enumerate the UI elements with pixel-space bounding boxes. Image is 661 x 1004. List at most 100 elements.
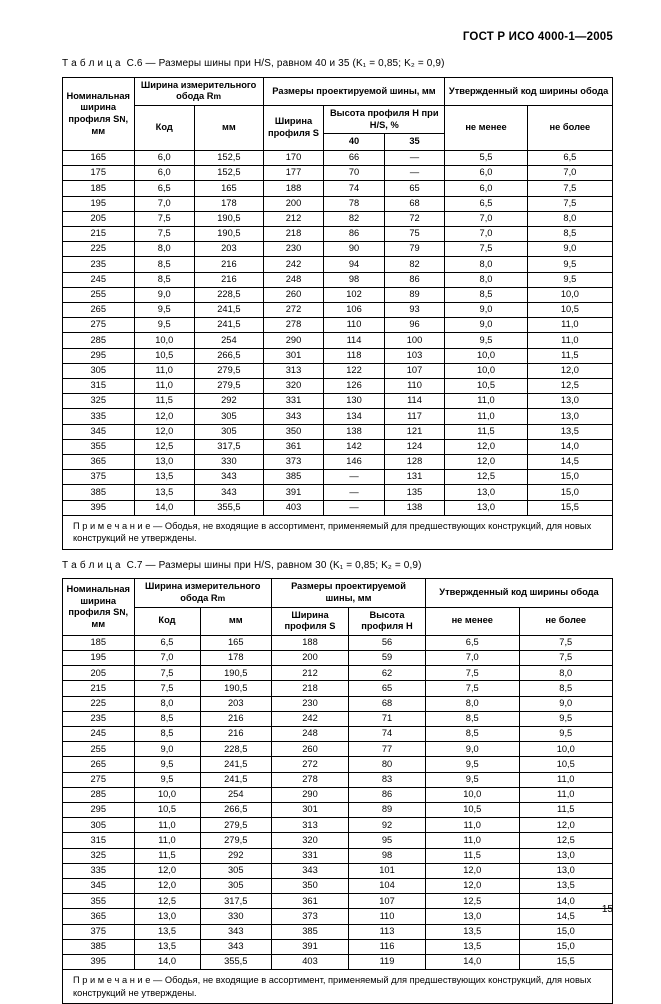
table-cell: 373 [263,454,324,469]
table-cell: 361 [263,439,324,454]
table-cell: 212 [272,666,349,681]
table-row: 1957,0178200597,07,5 [63,651,613,666]
table-cell: 212 [263,211,324,226]
table-cell: 6,5 [134,181,195,196]
table-cell: 8,5 [134,272,195,287]
table-cell: 106 [324,302,385,317]
table-cell: 266,5 [195,348,264,363]
table-cell: 11,0 [426,833,520,848]
table-cell: 98 [324,272,385,287]
table-cell: 241,5 [200,757,272,772]
table-row: 2659,5241,5272106939,010,5 [63,302,613,317]
table-cell: 325 [63,394,135,409]
table-cell: 86 [324,226,385,241]
table-cell: 272 [263,302,324,317]
table-cell: 315 [63,378,135,393]
table-cell: 391 [263,485,324,500]
table-cell: 70 [324,166,385,181]
table-cell: 265 [63,302,135,317]
table-cell: 14,0 [519,894,613,909]
table-cell: 14,0 [134,500,195,515]
table-cell: 12,0 [445,439,528,454]
table-cell: 13,5 [134,470,195,485]
table-cell: 74 [324,181,385,196]
table-cell: 9,5 [134,757,200,772]
table-cell: 7,5 [527,196,612,211]
table-c7: Номинальная ширина профиля SN, мм Ширина… [62,578,613,1004]
table-cell: 13,5 [134,939,200,954]
table-cell: 56 [349,635,426,650]
table-row: 2057,5190,5212627,58,0 [63,666,613,681]
table-cell: 86 [384,272,445,287]
table-cell: 7,0 [445,211,528,226]
table-cell: 7,0 [426,651,520,666]
table-c7-title-rest: — Размеры шины при H/S, равном 30 (K₁ = … [143,560,422,571]
table-cell: 83 [349,772,426,787]
table-cell: 165 [195,181,264,196]
table-cell: 7,5 [426,666,520,681]
table-cell: 190,5 [195,226,264,241]
table-cell: 9,5 [134,772,200,787]
table-cell: 320 [263,378,324,393]
table-cell: 101 [349,863,426,878]
table-cell: 12,0 [527,363,612,378]
c7-note-row: П р и м е ч а н и е — Ободья, не входящи… [63,970,613,1004]
table-cell: 403 [263,500,324,515]
table-cell: 255 [63,742,135,757]
table-row: 32511,529233113011411,013,0 [63,394,613,409]
table-cell: 313 [263,363,324,378]
table-cell: 260 [272,742,349,757]
table-cell: 345 [63,424,135,439]
table-cell: 13,0 [519,848,613,863]
table-cell: 13,0 [445,500,528,515]
table-cell: 305 [63,363,135,378]
table-cell: 126 [324,378,385,393]
table-cell: 228,5 [195,287,264,302]
c7-note-label: П р и м е ч а н и е [73,975,150,985]
table-cell: 104 [349,879,426,894]
table-cell: 12,0 [426,879,520,894]
table-cell: 350 [272,879,349,894]
table-row: 2458,5216248748,59,5 [63,727,613,742]
table-cell: 8,0 [445,257,528,272]
table-cell: 230 [272,696,349,711]
table-cell: 295 [63,348,135,363]
table-cell: 65 [384,181,445,196]
table-cell: 8,5 [445,287,528,302]
table-cell: 395 [63,955,135,970]
table-cell: 13,0 [426,909,520,924]
table-cell: 290 [272,787,349,802]
table-cell: 79 [384,242,445,257]
table-row: 30511,0279,531312210710,012,0 [63,363,613,378]
table-cell: 355 [63,894,135,909]
table-cell: 254 [195,333,264,348]
table-cell: 82 [384,257,445,272]
table-cell: 102 [324,287,385,302]
table-cell: 89 [384,287,445,302]
table-row: 39514,0355,540311914,015,5 [63,955,613,970]
table-cell: 14,0 [426,955,520,970]
table-row: 36513,033037314612812,014,5 [63,454,613,469]
table-cell: 6,5 [527,150,612,165]
table-cell: 178 [200,651,272,666]
table-cell: 7,5 [134,226,195,241]
table-cell: 134 [324,409,385,424]
table-cell: 188 [263,181,324,196]
table-cell: 385 [63,485,135,500]
c6-h-profh-grp: Высота профиля H при H/S, % [324,106,445,134]
table-cell: 15,0 [519,924,613,939]
table-cell: 305 [200,879,272,894]
table-cell: 9,0 [519,696,613,711]
table-cell: 355,5 [200,955,272,970]
c6-h-approved: Утвержденный код ширины обода [445,77,613,105]
table-row: 34512,030535010412,013,5 [63,879,613,894]
table-cell: 275 [63,772,135,787]
table-cell: 10,5 [134,803,200,818]
table-cell: 114 [324,333,385,348]
table-cell: 279,5 [200,818,272,833]
table-cell: 11,0 [519,772,613,787]
c7-h-profw: Ширина профиля S [272,607,349,635]
table-cell: 248 [263,272,324,287]
table-row: 32511,52923319811,513,0 [63,848,613,863]
table-cell: 215 [63,226,135,241]
